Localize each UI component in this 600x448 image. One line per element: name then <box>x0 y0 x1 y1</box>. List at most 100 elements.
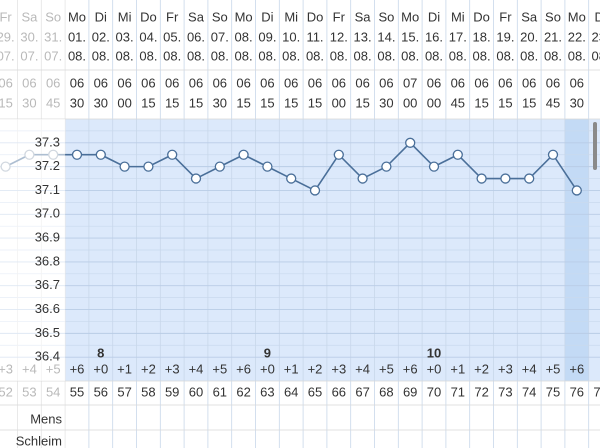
temperature-point <box>143 161 154 172</box>
month-label: 08. <box>544 48 562 63</box>
offset-label: +6 <box>403 361 418 376</box>
y-tick-label: 36.4 <box>35 349 60 364</box>
hour-label: 06 <box>165 75 179 90</box>
day-label: 14. <box>377 29 395 44</box>
day-label: 05. <box>163 29 181 44</box>
month-label: 08. <box>377 48 395 63</box>
hour-label: 07 <box>403 75 417 90</box>
week-label: 8 <box>97 345 104 360</box>
day-label: 16. <box>425 29 443 44</box>
month-label: 08. <box>354 48 372 63</box>
month-label: 08. <box>568 48 586 63</box>
offset-label: +5 <box>546 361 561 376</box>
month-label: 08. <box>116 48 134 63</box>
hour-label: 06 <box>22 75 36 90</box>
week-label: 9 <box>264 345 271 360</box>
cycle-day-label: 54 <box>46 384 60 399</box>
weekday-label: Di <box>594 9 600 24</box>
temperature-point <box>452 149 463 160</box>
month-label: 08. <box>68 48 86 63</box>
hour-label: 06 <box>427 75 441 90</box>
offset-label: +2 <box>308 361 323 376</box>
minute-label: 15 <box>260 95 274 110</box>
hour-label: 06 <box>451 75 465 90</box>
month-label: 08. <box>235 48 253 63</box>
cycle-day-label: 71 <box>451 384 465 399</box>
weekday-label: Di <box>261 9 273 24</box>
weekday-label: Mi <box>284 9 298 24</box>
hour-label: 06 <box>260 75 274 90</box>
weekday-label: Mo <box>568 9 586 24</box>
offset-label: +1 <box>450 361 465 376</box>
minute-label: 30 <box>570 95 584 110</box>
minute-label: 30 <box>94 95 108 110</box>
temperature-point <box>214 161 225 172</box>
day-label: 17. <box>449 29 467 44</box>
minute-label: 15 <box>189 95 203 110</box>
weekday-label: So <box>545 9 561 24</box>
weekday-label: Mi <box>451 9 465 24</box>
weekday-label: Do <box>140 9 157 24</box>
temperature-point <box>119 161 130 172</box>
temperature-point <box>500 173 511 184</box>
month-label: 08. <box>592 48 600 63</box>
hour-label: 06 <box>213 75 227 90</box>
y-tick-label: 37.3 <box>35 134 60 149</box>
offset-label: +6 <box>70 361 85 376</box>
cycle-day-label: 77 <box>593 384 600 399</box>
weekday-label: So <box>212 9 228 24</box>
hour-label: 06 <box>236 75 250 90</box>
temperature-point <box>286 173 297 184</box>
month-label: 07. <box>20 48 38 63</box>
cycle-day-label: 72 <box>474 384 488 399</box>
hour-label: 06 <box>522 75 536 90</box>
offset-label: +0 <box>260 361 275 376</box>
cycle-day-label: 75 <box>546 384 560 399</box>
y-tick-label: 37.1 <box>35 182 60 197</box>
cycle-day-label: 64 <box>284 384 298 399</box>
temperature-point <box>428 161 440 172</box>
y-tick-label: 37.0 <box>35 206 60 221</box>
temperature-point <box>309 185 321 196</box>
weekday-label: Di <box>428 9 440 24</box>
cycle-day-label: 52 <box>0 384 13 399</box>
hour-label: 06 <box>0 75 13 90</box>
month-label: 08. <box>496 48 514 63</box>
row-label: Mens <box>30 411 62 426</box>
weekday-label: Sa <box>21 9 38 24</box>
offset-label: +3 <box>331 361 346 376</box>
day-label: 13. <box>354 29 372 44</box>
hour-label: 06 <box>189 75 203 90</box>
temperature-point <box>262 161 273 172</box>
day-label: 01. <box>68 29 86 44</box>
hour-label: 06 <box>379 75 393 90</box>
y-tick-label: 36.9 <box>35 230 60 245</box>
month-label: 08. <box>473 48 491 63</box>
offset-label: +1 <box>117 361 132 376</box>
day-label: 31. <box>44 29 62 44</box>
day-label: 30. <box>20 29 38 44</box>
day-label: 08. <box>235 29 253 44</box>
day-label: 19. <box>496 29 514 44</box>
y-tick-label: 37.2 <box>35 158 60 173</box>
month-label: 08. <box>520 48 538 63</box>
month-label: 07. <box>0 48 15 63</box>
hour-label: 06 <box>117 75 131 90</box>
minute-label: 15 <box>498 95 512 110</box>
temperature-point <box>238 149 249 160</box>
day-label: 29. <box>0 29 15 44</box>
y-tick-label: 36.6 <box>35 301 60 316</box>
hour-label: 06 <box>355 75 369 90</box>
offset-label: +3 <box>0 361 13 376</box>
day-label: 18. <box>473 29 491 44</box>
minute-label: 00 <box>427 95 441 110</box>
minute-label: 15 <box>0 95 13 110</box>
temperature-point <box>476 173 487 184</box>
offset-label: +4 <box>189 361 204 376</box>
minute-label: 15 <box>474 95 488 110</box>
day-label: 09. <box>258 29 276 44</box>
minute-label: 15 <box>308 95 322 110</box>
day-label: 11. <box>306 29 323 44</box>
month-label: 08. <box>306 48 324 63</box>
